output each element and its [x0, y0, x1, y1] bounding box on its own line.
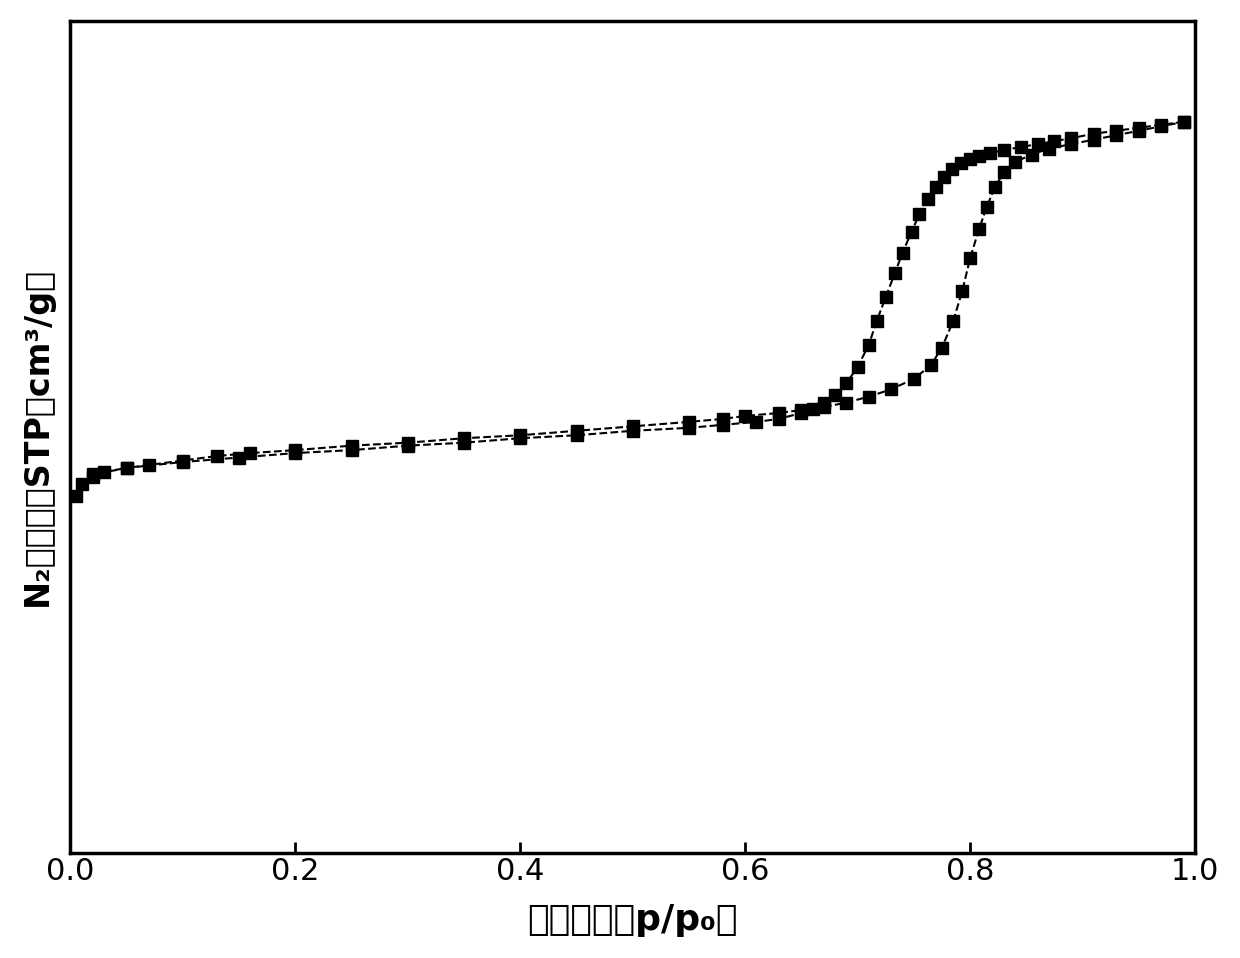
Y-axis label: N₂吸附量（STP，cm³/g）: N₂吸附量（STP，cm³/g）	[21, 267, 53, 606]
X-axis label: 相对压力（p/p₀）: 相对压力（p/p₀）	[527, 903, 738, 937]
